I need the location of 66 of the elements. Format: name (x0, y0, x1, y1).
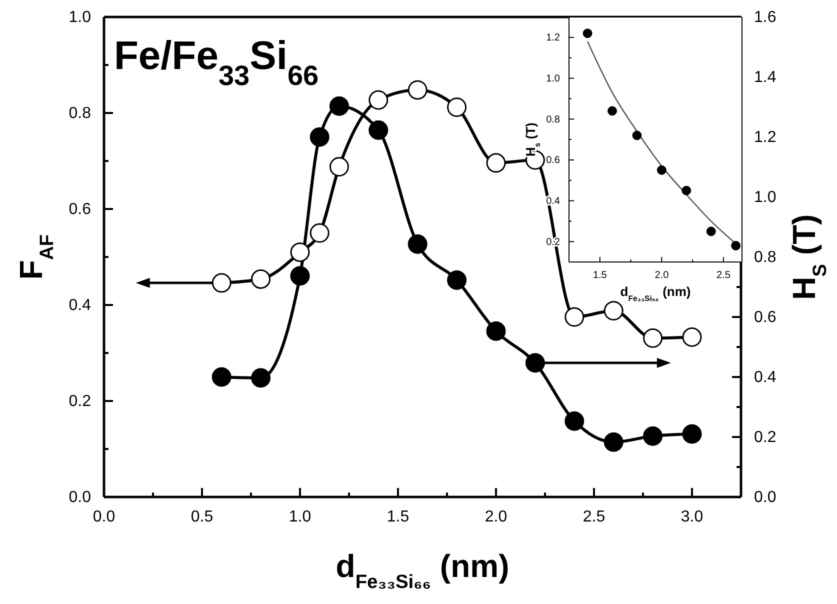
y2-tick-label: 0.4 (754, 369, 776, 386)
y-tick-label: 1.0 (68, 9, 92, 26)
y-tick-label: 0.6 (68, 201, 92, 218)
point (564, 307, 584, 327)
x-tick-label: 1.5 (386, 508, 410, 526)
y2-tick-label: 1.0 (754, 189, 776, 206)
y2-tick-label: 0.2 (754, 429, 776, 446)
point (290, 266, 310, 286)
point (604, 432, 624, 452)
point (608, 106, 617, 116)
point (486, 321, 506, 341)
y2-tick-label: 0.0 (754, 489, 776, 506)
point (408, 234, 428, 254)
point (731, 240, 741, 250)
y-tick-label: 0.8 (546, 114, 560, 126)
x-tick-label: 3.0 (680, 508, 704, 526)
point (632, 130, 642, 140)
y-tick-label: 0.4 (68, 297, 92, 314)
x-axis-title: d$_{Fe₃₃Si₆₆}$ (nm) (336, 548, 510, 592)
y2-tick-label: 1.6 (754, 9, 776, 26)
point (310, 127, 330, 147)
point (408, 80, 428, 100)
point (525, 353, 545, 373)
point (212, 273, 232, 293)
x-tick-label: 0.0 (92, 508, 116, 526)
y-tick-label: 0.8 (68, 105, 92, 122)
x-tick-label: 2.0 (484, 508, 508, 526)
y-tick-label: 0.2 (68, 393, 92, 410)
point (447, 270, 467, 290)
y-tick-label: 1.2 (546, 32, 560, 44)
y-tick-label: 0.6 (546, 155, 560, 166)
point (643, 328, 663, 348)
point (682, 424, 702, 444)
y-tick-label: 0.0 (68, 489, 92, 506)
x-tick-label: 2.0 (654, 270, 670, 282)
point (290, 242, 310, 262)
point (368, 90, 388, 110)
point (251, 368, 271, 388)
point (564, 411, 584, 431)
point (310, 223, 330, 243)
text: Fe/Fe$_{33}$Si$_{66}$ (114, 34, 319, 90)
point (447, 98, 467, 117)
point (212, 367, 232, 387)
y2-tick-label: 1.2 (754, 129, 776, 146)
point (682, 186, 692, 196)
x-tick-label: 1.5 (592, 270, 608, 282)
point (706, 226, 716, 236)
x-axis-title: d$_{Fe₃₃Si₆₆}$ (nm) (620, 284, 691, 302)
x-tick-label: 1.0 (288, 508, 312, 526)
y2-tick-label: 1.4 (754, 69, 776, 86)
point (604, 301, 624, 320)
x-tick-label: 2.5 (716, 270, 731, 282)
point (368, 120, 388, 140)
x-tick-label: 2.5 (582, 508, 606, 526)
y2-tick-label: 0.6 (754, 309, 776, 326)
point (643, 426, 663, 446)
point (251, 269, 271, 289)
point (329, 157, 349, 176)
point (329, 96, 349, 116)
y-tick-label: 1.0 (546, 73, 560, 84)
point (582, 28, 592, 38)
y2-tick-label: 0.8 (754, 249, 776, 266)
point (486, 153, 506, 173)
point (656, 165, 666, 175)
point (682, 327, 702, 347)
x-tick-label: 0.5 (190, 508, 214, 526)
